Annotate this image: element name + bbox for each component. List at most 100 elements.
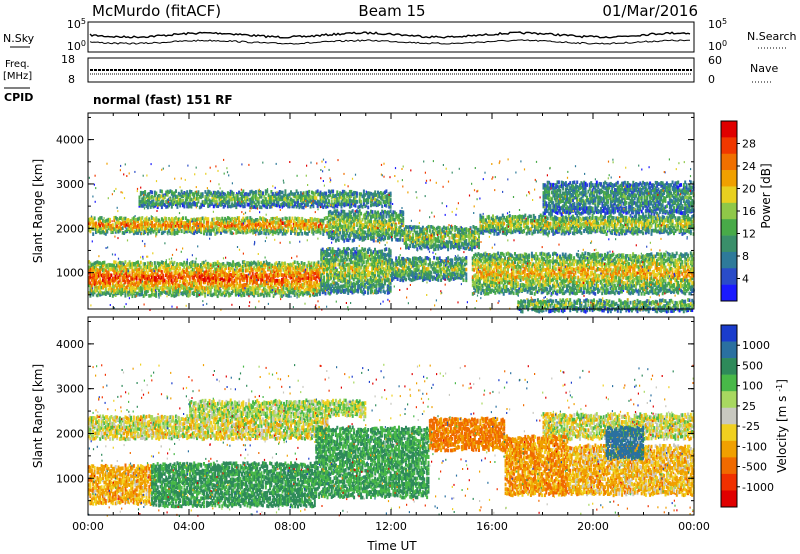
heatmap-cell [576, 218, 579, 223]
heatmap-cell [226, 223, 229, 228]
heatmap-cell [644, 224, 647, 229]
heatmap-cell [145, 281, 148, 285]
heatmap-cell [285, 219, 288, 223]
heatmap-cell [560, 229, 563, 234]
heatmap-cell [661, 222, 664, 227]
heatmap-cell [326, 220, 329, 225]
heatmap-cell [116, 271, 118, 276]
heatmap-cell [146, 286, 149, 291]
heatmap-cell [280, 225, 283, 230]
heatmap-cell [601, 221, 604, 226]
heatmap-cell [327, 223, 330, 228]
heatmap-cell [368, 212, 371, 217]
heatmap-cell [325, 216, 328, 220]
heatmap-cell [302, 219, 305, 224]
heatmap-cell [170, 265, 173, 269]
heatmap-cell [323, 226, 326, 231]
heatmap-cell [138, 223, 141, 227]
heatmap-cell [290, 226, 292, 230]
heatmap-cell [189, 220, 191, 225]
heatmap-cell [494, 216, 497, 220]
heatmap-cell [433, 237, 436, 241]
heatmap-cell [566, 223, 569, 227]
heatmap-cell [456, 239, 459, 243]
heatmap-cell [132, 273, 135, 278]
heatmap-cell [252, 226, 255, 230]
heatmap-cell [135, 225, 138, 229]
heatmap-cell [211, 228, 214, 232]
heatmap-cell [623, 215, 626, 220]
heatmap-cell [273, 226, 276, 230]
heatmap-cell [445, 240, 448, 244]
heatmap-cell [567, 214, 570, 219]
heatmap-cell [195, 273, 198, 278]
heatmap-cell [191, 263, 194, 268]
heatmap-cell [173, 220, 176, 225]
heatmap-cell [148, 268, 151, 272]
heatmap-cell [332, 211, 335, 215]
heatmap-cell [642, 222, 645, 227]
heatmap-cell [469, 226, 472, 230]
cpid-text: normal (fast) 151 RF [93, 93, 233, 107]
heatmap-cell [153, 266, 156, 271]
heatmap-cell [205, 223, 208, 227]
heatmap-cell [465, 239, 468, 243]
heatmap-cell [677, 225, 680, 230]
heatmap-cell [100, 273, 103, 278]
heatmap-cell [452, 233, 455, 238]
heatmap-cell [329, 218, 332, 222]
heatmap-cell [441, 243, 444, 247]
heatmap-cell [499, 219, 501, 223]
heatmap-cell [447, 244, 450, 248]
heatmap-cell [444, 226, 447, 231]
heatmap-cell [608, 220, 611, 225]
heatmap-cell [109, 293, 111, 297]
heatmap-cell [424, 233, 427, 237]
heatmap-cell [521, 229, 524, 234]
heatmap-cell [89, 281, 92, 286]
heatmap-cell [668, 217, 671, 222]
heatmap-cell [541, 218, 544, 223]
heatmap-cell [334, 212, 337, 216]
heatmap-cell [374, 219, 377, 224]
heatmap-cell [623, 222, 626, 226]
heatmap-cell [330, 211, 333, 216]
heatmap-cell [127, 274, 130, 278]
heatmap-cell [163, 223, 166, 228]
heatmap-cell [160, 270, 163, 274]
heatmap-cell [200, 222, 203, 226]
heatmap-cell [503, 231, 506, 235]
heatmap-cell [402, 221, 405, 226]
heatmap-cell [319, 218, 322, 223]
heatmap-cell [420, 238, 423, 243]
heatmap-cell [493, 220, 496, 225]
heatmap-cell [163, 282, 166, 287]
heatmap-cell [134, 223, 137, 227]
heatmap-cell [102, 229, 104, 234]
heatmap-cell [334, 223, 337, 228]
heatmap-cell [347, 222, 350, 226]
heatmap-cell [104, 292, 107, 296]
heatmap-cell [277, 221, 280, 226]
heatmap-cell [125, 218, 128, 223]
heatmap-cell [405, 240, 407, 245]
heatmap-cell [127, 262, 130, 266]
heatmap-cell [414, 237, 417, 241]
heatmap-cell [684, 221, 687, 226]
heatmap-cell [364, 216, 367, 220]
heatmap-cell [172, 231, 175, 235]
heatmap-cell [186, 272, 188, 277]
heatmap-cell [339, 212, 342, 217]
heatmap-cell [141, 278, 144, 283]
heatmap-cell [125, 263, 128, 268]
heatmap-cell [594, 229, 597, 234]
heatmap-cell [120, 270, 123, 274]
heatmap-cell [452, 236, 455, 241]
heatmap-cell [138, 263, 141, 268]
heatmap-cell [508, 216, 511, 220]
heatmap-cell [424, 241, 427, 246]
heatmap-cell [263, 225, 266, 230]
heatmap-cell [288, 216, 291, 221]
heatmap-cell [632, 226, 635, 231]
heatmap-cell [521, 217, 524, 222]
